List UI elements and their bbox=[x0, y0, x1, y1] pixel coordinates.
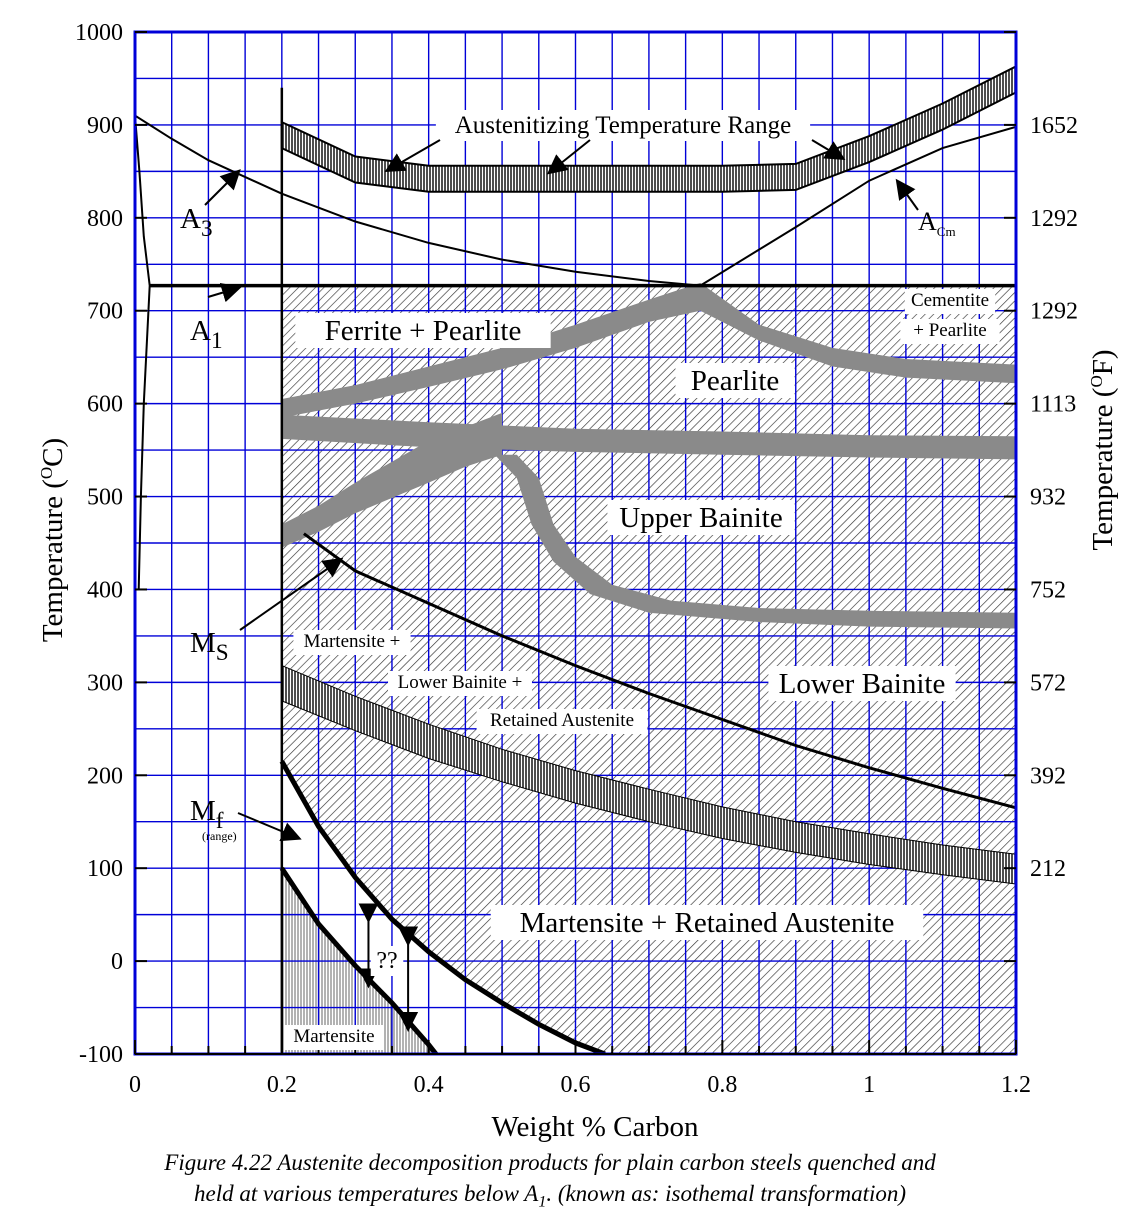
y-tick-label: 400 bbox=[87, 577, 123, 603]
a3-pointer bbox=[204, 169, 241, 206]
lower-bainite-label-bg bbox=[768, 666, 956, 701]
x-tick-label: 1.2 bbox=[1001, 1072, 1031, 1098]
x-axis-title: Weight % Carbon bbox=[491, 1111, 699, 1143]
x-tick-label: 0.6 bbox=[561, 1072, 591, 1098]
upper-bainite-label: Upper Bainite bbox=[619, 502, 782, 534]
martensite-lower-bainite-label-1: Martensite + bbox=[304, 631, 401, 652]
x-tick-label: 0.4 bbox=[414, 1072, 444, 1098]
transformation-bands bbox=[281, 282, 1016, 885]
y2-tick-label: 1292 bbox=[1030, 206, 1078, 232]
y2-axis-title: Temperature (OF) bbox=[1087, 349, 1119, 550]
pearlite-start-band bbox=[281, 282, 1016, 418]
y2-tick-label: 212 bbox=[1030, 856, 1066, 882]
ms-line bbox=[303, 532, 1016, 810]
austenitizing-pointer-mid bbox=[546, 139, 591, 175]
cementite-pearlite-label: + Pearlite bbox=[913, 320, 987, 341]
a3-label: A3 bbox=[180, 203, 213, 242]
y-tick-label: 0 bbox=[111, 949, 123, 975]
uncertainty-label-bg bbox=[370, 946, 404, 976]
y-tick-label: 100 bbox=[87, 856, 123, 882]
y-tick-label: 1000 bbox=[75, 20, 123, 46]
y-tick-label: 500 bbox=[87, 485, 123, 511]
bainite-start-band bbox=[281, 412, 503, 548]
axes: 0 0.2 0.4 0.6 0.8 1 1.2-1000100200300400500600… bbox=[75, 20, 1078, 1098]
y2-tick-label: 392 bbox=[1030, 763, 1066, 789]
chart: 0 0.2 0.4 0.6 0.8 1 1.2-1000100200300400500600… bbox=[37, 20, 1119, 1143]
y-tick-label: 900 bbox=[87, 113, 123, 139]
martensite-lower-bainite-label-1-bg bbox=[293, 630, 411, 655]
martensite-lower-bainite-label-3: Retained Austenite bbox=[490, 710, 634, 731]
martensite-label-bg bbox=[284, 1025, 384, 1050]
phase-curves bbox=[135, 65, 1016, 1054]
mf-pointer bbox=[237, 812, 302, 842]
region-labels: A3 A1 MS Mf(range) ACm Austenitizing Temperat… bbox=[180, 110, 1000, 1050]
y2-tick-label: 1292 bbox=[1030, 299, 1078, 325]
a1-pointer bbox=[207, 283, 242, 303]
uncertainty-label: ?? bbox=[376, 948, 397, 974]
mf-label: Mf bbox=[190, 795, 224, 834]
a1-label: A1 bbox=[190, 315, 223, 354]
y2-tick-label: 572 bbox=[1030, 670, 1066, 696]
cementite-label: Cementite bbox=[911, 290, 989, 311]
martensite-lower-bainite-label-2: Lower Bainite + bbox=[398, 672, 523, 693]
y2-tick-label: 1113 bbox=[1030, 392, 1076, 418]
acm-pointer bbox=[895, 178, 919, 211]
y-axis-title: Temperature (OC) bbox=[37, 438, 69, 642]
mf-range-zone bbox=[281, 761, 605, 1054]
x-tick-label: 0.2 bbox=[267, 1072, 297, 1098]
ferrite-pearlite-label: Ferrite + Pearlite bbox=[325, 315, 522, 347]
martensite-label: Martensite bbox=[293, 1026, 374, 1047]
caption-subscript: 1 bbox=[538, 1193, 547, 1211]
y2-tick-label: 752 bbox=[1030, 577, 1066, 603]
acm-line bbox=[699, 125, 1016, 287]
pearlite-label-bg bbox=[675, 363, 795, 398]
ms-pointer bbox=[239, 557, 344, 631]
caption-text-a: held at various temperatures below A bbox=[193, 1181, 539, 1206]
martensite-start-band bbox=[281, 664, 1016, 885]
martensite-retained-austenite-label-bg bbox=[490, 905, 924, 940]
x-tick-label: 1 bbox=[863, 1072, 875, 1098]
y-tick-label: 300 bbox=[87, 670, 123, 696]
ms-label: MS bbox=[190, 627, 229, 666]
austenitizing-pointer-left bbox=[384, 139, 441, 172]
pearlite-label: Pearlite bbox=[691, 365, 780, 397]
cementite-label-bg bbox=[904, 289, 996, 314]
a3-line bbox=[135, 114, 701, 287]
martensite-retained-austenite-label: Martensite + Retained Austenite bbox=[520, 907, 895, 939]
figure-caption-line-1: Figure 4.22 Austenite decomposition prod… bbox=[164, 1150, 936, 1175]
cementite-pearlite-label-bg bbox=[900, 319, 1000, 344]
x-tick-label: 0.8 bbox=[707, 1072, 737, 1098]
austenitizing-pointer-right bbox=[811, 139, 846, 161]
y-tick-label: -100 bbox=[79, 1042, 123, 1068]
austenitizing-label-bg bbox=[435, 110, 811, 141]
y-tick-label: 800 bbox=[87, 206, 123, 232]
martensite-lower-bainite-label-2-bg bbox=[388, 671, 532, 696]
y2-tick-label: 932 bbox=[1030, 485, 1066, 511]
y-tick-label: 600 bbox=[87, 392, 123, 418]
solvus-line bbox=[135, 115, 151, 590]
figure-caption-line-2: held at various temperatures below A1. (… bbox=[0, 1181, 1100, 1212]
caption-text-b: . (known as: isothemal transformation) bbox=[546, 1181, 907, 1206]
acm-label: ACm bbox=[918, 207, 956, 239]
ferrite-pearlite-label-bg bbox=[295, 313, 551, 348]
lower-bainite-label: Lower Bainite bbox=[779, 668, 946, 700]
y2-tick-label: 1652 bbox=[1030, 113, 1078, 139]
x-tick-label: 0 bbox=[129, 1072, 141, 1098]
y-tick-label: 700 bbox=[87, 299, 123, 325]
upper-bainite-label-bg bbox=[607, 500, 795, 535]
austenitizing-label: Austenitizing Temperature Range bbox=[455, 112, 792, 139]
mf-range-label: (range) bbox=[202, 829, 237, 843]
y-tick-label: 200 bbox=[87, 763, 123, 789]
martensite-lower-bainite-label-3-bg bbox=[476, 709, 648, 734]
mf-upper-line bbox=[279, 760, 606, 1054]
